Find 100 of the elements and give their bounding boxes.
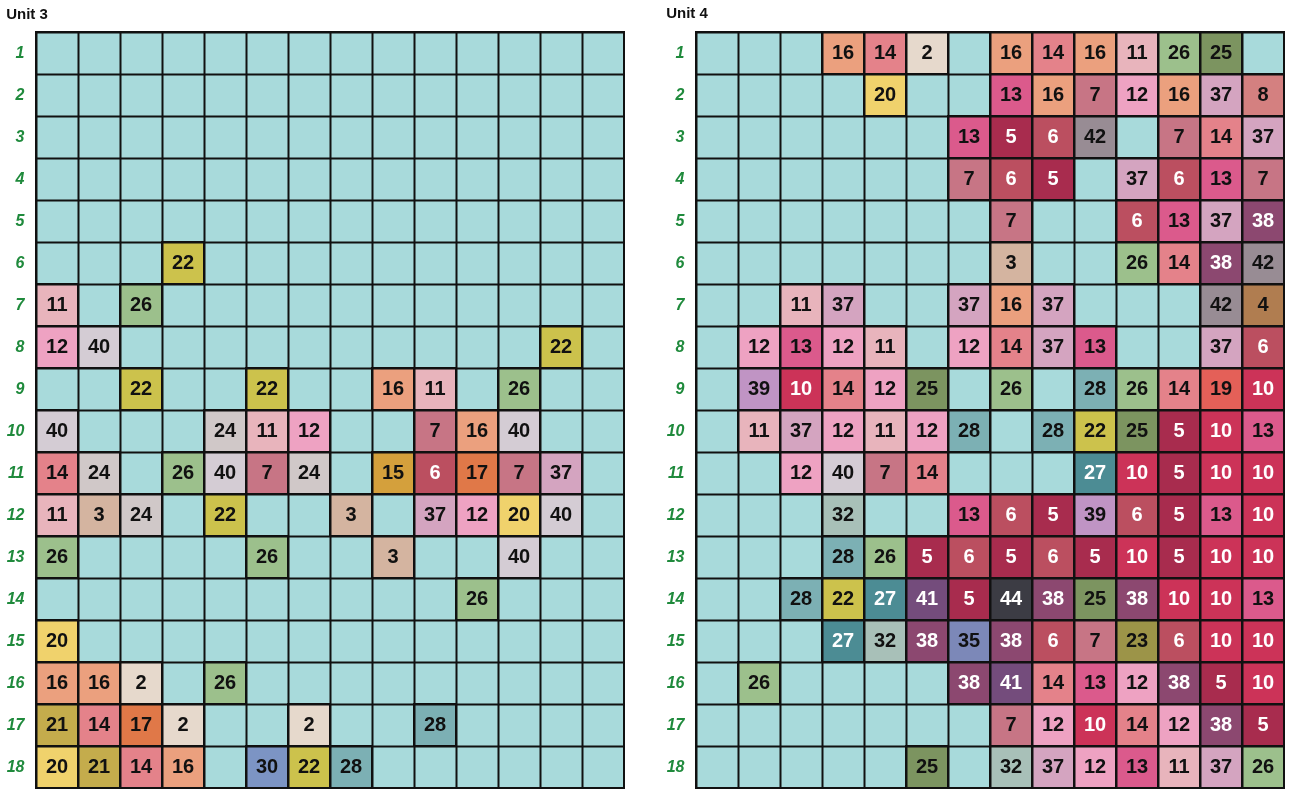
data-label: 6	[1131, 503, 1143, 525]
data-label: 22	[831, 587, 855, 609]
data-label: 10	[1251, 377, 1275, 399]
data-label: 5	[1089, 545, 1101, 567]
data-label: 10	[1083, 713, 1107, 735]
data-label: 13	[1083, 335, 1107, 357]
y-tick-label: 14	[6, 590, 25, 607]
data-label: 7	[879, 461, 891, 483]
data-label: 32	[999, 755, 1023, 777]
data-label: 16	[381, 377, 405, 399]
data-label: 38	[1125, 587, 1149, 609]
data-label: 7	[1257, 167, 1269, 189]
data-label: 3	[93, 503, 105, 525]
data-label: 38	[915, 629, 939, 651]
data-label: 7	[1173, 125, 1185, 147]
data-label: 7	[1005, 209, 1017, 231]
data-label: 5	[1215, 671, 1227, 693]
data-label: 37	[1125, 167, 1149, 189]
y-tick-label: 5	[15, 212, 26, 229]
data-label: 14	[915, 461, 939, 483]
data-label: 22	[549, 335, 573, 357]
y-tick-label: 16	[666, 674, 685, 691]
data-label: 24	[297, 461, 321, 483]
data-label: 38	[957, 671, 981, 693]
data-label: 5	[1047, 503, 1059, 525]
y-tick-label: 11	[667, 464, 685, 481]
data-label: 38	[1251, 209, 1275, 231]
data-label: 32	[831, 503, 855, 525]
data-label: 35	[957, 629, 981, 651]
y-tick-label: 9	[15, 380, 25, 397]
data-label: 40	[507, 419, 531, 441]
data-label: 6	[1131, 209, 1143, 231]
data-label: 38	[999, 629, 1023, 651]
y-tick-label: 6	[675, 254, 685, 271]
data-label: 7	[513, 461, 525, 483]
data-label: 15	[381, 461, 405, 483]
data-label: 13	[1167, 209, 1191, 231]
data-label: 13	[1083, 671, 1107, 693]
data-label: 16	[171, 755, 195, 777]
data-label: 12	[1041, 713, 1065, 735]
data-label: 6	[1047, 125, 1059, 147]
data-label: 10	[1209, 461, 1233, 483]
data-label: 37	[1209, 209, 1233, 231]
data-label: 12	[45, 335, 69, 357]
data-label: 28	[1041, 419, 1065, 441]
y-tick-label: 18	[666, 758, 685, 775]
y-tick-label: 1	[675, 44, 685, 61]
data-label: 7	[1089, 83, 1101, 105]
y-tick-label: 8	[675, 338, 685, 355]
data-label: 37	[423, 503, 447, 525]
data-label: 5	[1173, 503, 1185, 525]
data-label: 16	[87, 671, 111, 693]
data-label: 14	[1041, 671, 1065, 693]
data-label: 39	[747, 377, 771, 399]
data-label: 7	[963, 167, 975, 189]
y-tick-label: 1	[15, 44, 25, 61]
data-label: 14	[831, 377, 855, 399]
data-label: 32	[873, 629, 897, 651]
data-label: 5	[1173, 461, 1185, 483]
data-label: 17	[465, 461, 489, 483]
data-label: 26	[45, 545, 69, 567]
data-label: 13	[1209, 503, 1233, 525]
data-label: 24	[87, 461, 111, 483]
data-label: 12	[465, 503, 489, 525]
chart-title: Unit 4	[666, 4, 709, 21]
data-label: 5	[1173, 419, 1185, 441]
data-label: 26	[999, 377, 1023, 399]
data-label: 6	[1005, 167, 1017, 189]
data-label: 13	[1209, 167, 1233, 189]
y-tick-label: 17	[6, 716, 26, 733]
data-label: 6	[1047, 545, 1059, 567]
data-label: 5	[1005, 545, 1017, 567]
data-label: 12	[957, 335, 981, 357]
y-tick-label: 17	[666, 716, 686, 733]
data-label: 20	[873, 83, 897, 105]
y-tick-label: 15	[6, 632, 26, 649]
data-label: 12	[831, 335, 855, 357]
data-label: 10	[1251, 503, 1275, 525]
data-label: 14	[45, 461, 69, 483]
y-tick-label: 11	[7, 464, 25, 481]
y-tick-label: 5	[675, 212, 686, 229]
y-tick-label: 12	[666, 506, 685, 523]
data-label: 40	[507, 545, 531, 567]
data-label: 6	[1257, 335, 1269, 357]
y-tick-label: 6	[15, 254, 25, 271]
data-label: 26	[255, 545, 279, 567]
data-label: 24	[129, 503, 153, 525]
y-tick-label: 10	[6, 422, 25, 439]
data-label: 11	[46, 293, 68, 315]
data-label: 11	[424, 377, 446, 399]
data-label: 25	[1083, 587, 1107, 609]
data-label: 2	[303, 713, 315, 735]
data-label: 6	[963, 545, 975, 567]
data-label: 11	[874, 419, 896, 441]
y-tick-label: 15	[666, 632, 686, 649]
data-label: 14	[129, 755, 153, 777]
data-label: 40	[831, 461, 855, 483]
data-label: 10	[1251, 545, 1275, 567]
data-label: 37	[549, 461, 573, 483]
data-label: 7	[1005, 713, 1017, 735]
